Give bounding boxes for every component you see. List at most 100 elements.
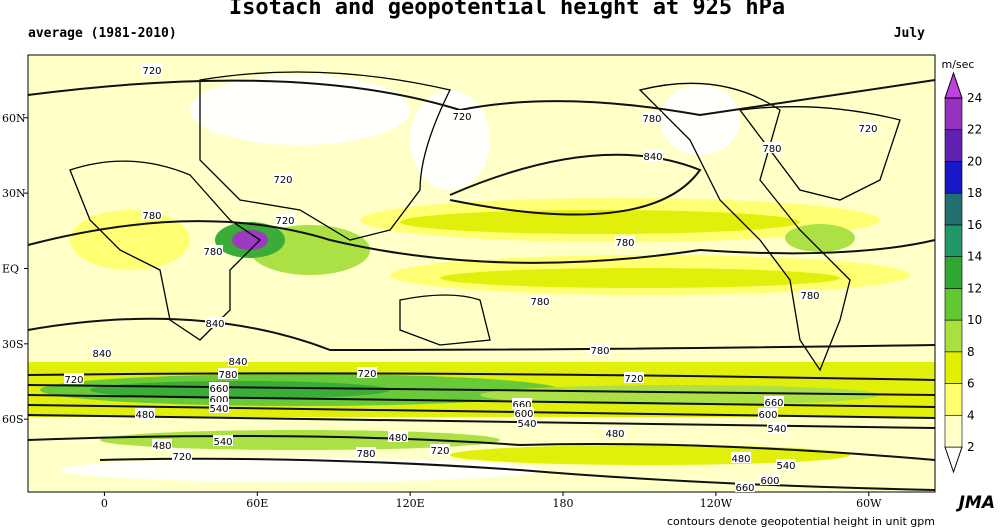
contour-label-bg bbox=[205, 317, 225, 328]
colorbar-label: 12 bbox=[967, 281, 982, 295]
colorbar-box bbox=[944, 256, 963, 289]
contour-label: 780 bbox=[800, 291, 819, 302]
x-tick-label: 120W bbox=[700, 497, 733, 510]
contour-label: 540 bbox=[767, 424, 786, 435]
footnote: contours denote geopotential height in u… bbox=[667, 515, 935, 528]
colorbar-box bbox=[944, 414, 963, 448]
contour-label-bg bbox=[213, 435, 233, 446]
contour-label: 480 bbox=[388, 433, 407, 444]
contour-label-bg bbox=[218, 368, 238, 379]
contour-label: 780 bbox=[203, 247, 222, 258]
colorbar-box bbox=[944, 97, 963, 131]
contour-label-bg bbox=[858, 122, 878, 133]
contour-label-bg bbox=[135, 408, 155, 419]
contour-label: 720 bbox=[357, 369, 376, 380]
subtitle: average (1981-2010) bbox=[28, 26, 177, 41]
colorbar-label: 22 bbox=[967, 123, 982, 137]
contour-label: 480 bbox=[152, 441, 171, 452]
contour-label-bg bbox=[209, 402, 229, 413]
contour-label: 720 bbox=[273, 175, 292, 186]
contour-label-bg bbox=[731, 452, 751, 463]
contour-label: 780 bbox=[142, 211, 161, 222]
contour-label-bg bbox=[800, 289, 820, 300]
contour-label: 660 bbox=[735, 483, 754, 494]
contour-label: 540 bbox=[776, 461, 795, 472]
colorbar-label: 2 bbox=[967, 440, 975, 454]
contour-label: 720 bbox=[624, 374, 643, 385]
colorbar-box bbox=[944, 224, 963, 257]
contour-label: 480 bbox=[135, 410, 154, 421]
contour-label-bg bbox=[605, 427, 625, 438]
colorbar-label: 10 bbox=[967, 313, 982, 327]
contour-label: 720 bbox=[275, 216, 294, 227]
contour-label-bg bbox=[764, 396, 784, 407]
contour-label-bg bbox=[203, 245, 223, 256]
contour-label-bg bbox=[142, 64, 162, 75]
contour-label-bg bbox=[642, 112, 662, 123]
contour-label: 600 bbox=[209, 395, 228, 406]
contour-lines bbox=[27, 79, 936, 491]
colorbar-label: 16 bbox=[967, 218, 982, 232]
contour-label: 660 bbox=[209, 384, 228, 395]
contour-label: 540 bbox=[209, 404, 228, 415]
colorbar-box bbox=[944, 129, 963, 162]
contour-label: 780 bbox=[642, 114, 661, 125]
contour-label-bg bbox=[92, 347, 112, 358]
y-tick-label: EQ bbox=[2, 262, 19, 275]
contour-label-bg bbox=[762, 142, 782, 153]
contour-label: 780 bbox=[615, 238, 634, 249]
contour-label: 660 bbox=[764, 398, 783, 409]
contour-label-bg bbox=[615, 236, 635, 247]
contour-label: 600 bbox=[760, 476, 779, 487]
contour-label-bg bbox=[758, 408, 778, 419]
x-tick-label: 60W bbox=[856, 497, 882, 510]
contour-label-bg bbox=[152, 439, 172, 450]
colorbar-label: 8 bbox=[967, 345, 975, 359]
contour-label-bg bbox=[517, 417, 537, 428]
contour-label: 840 bbox=[643, 152, 662, 163]
contour-label-bg bbox=[514, 407, 534, 418]
contour-label-bg bbox=[142, 209, 162, 220]
colorbar-unit: m/sec bbox=[942, 58, 975, 71]
contour-label-bg bbox=[64, 373, 84, 384]
contour-label: 780 bbox=[762, 144, 781, 155]
coastlines bbox=[69, 71, 901, 372]
contour-label-bg bbox=[624, 372, 644, 383]
colorbar-label: 14 bbox=[967, 250, 982, 264]
contour-label: 840 bbox=[205, 319, 224, 330]
contour-label: 780 bbox=[590, 346, 609, 357]
x-tick-label: 60E bbox=[246, 497, 268, 510]
contour-labels: 720 720 780 840 720 720 780 780 720 780 780 780 780 8… bbox=[64, 64, 878, 494]
colorbar-box bbox=[944, 319, 963, 353]
colorbar-box bbox=[944, 192, 963, 226]
contour-label: 720 bbox=[858, 124, 877, 135]
colorbar-label: 6 bbox=[967, 377, 975, 391]
contour-label: 780 bbox=[530, 297, 549, 308]
contour-label-bg bbox=[590, 344, 610, 355]
contour-label: 780 bbox=[218, 370, 237, 381]
contour-label-bg bbox=[767, 422, 787, 433]
contour-label-bg bbox=[357, 367, 377, 378]
x-tick-label: 0 bbox=[101, 497, 108, 510]
contour-label-bg bbox=[209, 382, 229, 393]
contour-label-bg bbox=[512, 398, 532, 409]
contour-label: 720 bbox=[64, 375, 83, 386]
contour-label: 540 bbox=[517, 419, 536, 430]
y-tick-label: 60N bbox=[2, 112, 26, 125]
contour-label-bg bbox=[275, 214, 295, 225]
colorbar-label: 20 bbox=[967, 154, 982, 168]
contour-label-bg bbox=[388, 431, 408, 442]
colorbar-label: 24 bbox=[967, 91, 982, 105]
contour-label: 540 bbox=[213, 437, 232, 448]
contour-label-bg bbox=[172, 450, 192, 461]
contour-label-bg bbox=[643, 150, 663, 161]
contour-label: 480 bbox=[731, 454, 750, 465]
contour-label: 720 bbox=[430, 446, 449, 457]
contour-label-bg bbox=[273, 173, 293, 184]
contour-label: 660 bbox=[512, 400, 531, 411]
contour-label-bg bbox=[530, 295, 550, 306]
contour-label: 840 bbox=[228, 357, 247, 368]
contour-label-bg bbox=[735, 481, 755, 492]
contour-label: 480 bbox=[605, 429, 624, 440]
